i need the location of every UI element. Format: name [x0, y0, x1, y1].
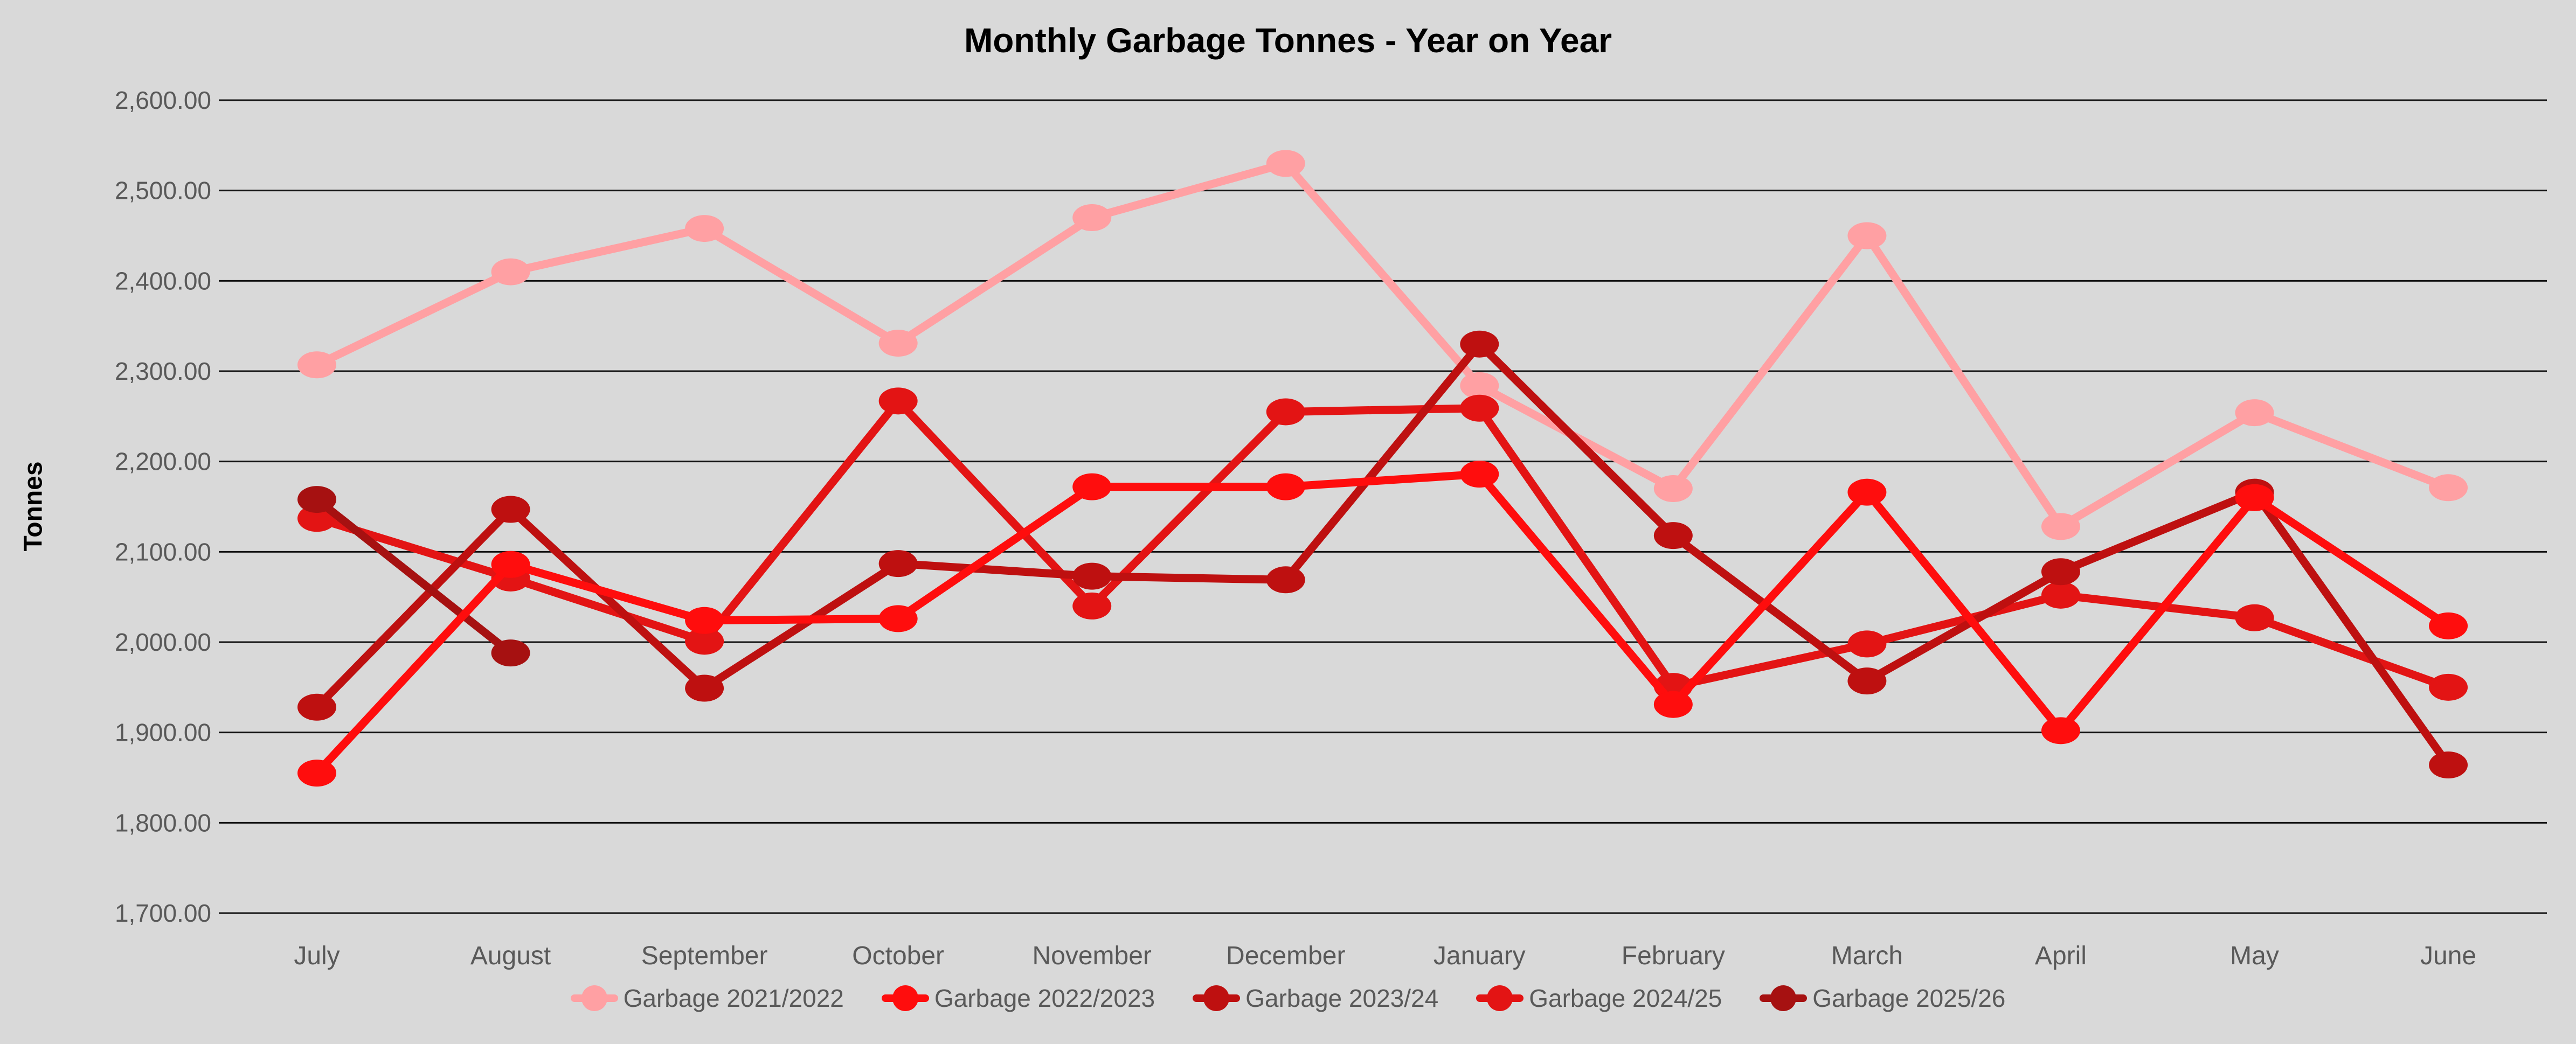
legend: Garbage 2021/2022 Garbage 2022/2023 Garbag…	[0, 984, 2576, 1013]
data-point-marker-garbage-2025-26	[297, 486, 336, 513]
legend-marker-icon	[1476, 985, 1524, 1011]
x-tick-label: July	[294, 942, 340, 970]
x-tick-label: March	[1831, 942, 1903, 970]
data-point-marker-garbage-2024-25	[1847, 630, 1887, 658]
data-point-marker-garbage-2024-25	[2235, 604, 2274, 631]
data-point-marker-garbage-2021-2022	[2235, 399, 2274, 427]
legend-item-garbage-2024-25: Garbage 2024/25	[1476, 984, 1722, 1013]
data-point-marker-garbage-2022-2023	[1460, 461, 1499, 488]
data-point-marker-garbage-2022-2023	[1072, 473, 1112, 500]
legend-label: Garbage 2021/2022	[623, 984, 844, 1012]
x-tick-label: December	[1226, 942, 1345, 970]
data-point-marker-garbage-2025-26	[491, 639, 530, 667]
data-point-marker-garbage-2022-2023	[685, 607, 724, 634]
data-point-marker-garbage-2023-24	[491, 496, 530, 523]
x-tick-label: February	[1622, 942, 1725, 970]
data-point-marker-garbage-2024-25	[878, 387, 918, 415]
data-point-marker-garbage-2021-2022	[1266, 150, 1305, 177]
data-point-marker-garbage-2023-24	[1653, 522, 1693, 549]
legend-label: Garbage 2023/24	[1245, 984, 1439, 1012]
legend-dot-icon	[1770, 985, 1797, 1011]
y-tick-label: 2,200.00	[115, 448, 211, 476]
data-point-marker-garbage-2024-25	[685, 628, 724, 655]
y-tick-label: 2,100.00	[115, 538, 211, 566]
data-point-marker-garbage-2024-25	[2041, 581, 2080, 609]
legend-marker-icon	[881, 985, 929, 1011]
data-point-marker-garbage-2024-25	[2429, 673, 2468, 701]
legend-dot-icon	[1203, 985, 1230, 1011]
legend-item-garbage-2021-2022: Garbage 2021/2022	[570, 984, 844, 1013]
data-point-marker-garbage-2022-2023	[2041, 717, 2080, 744]
legend-label: Garbage 2024/25	[1529, 984, 1722, 1012]
data-point-marker-garbage-2021-2022	[2429, 474, 2468, 502]
legend-item-garbage-2023-24: Garbage 2023/24	[1193, 984, 1438, 1013]
data-point-marker-garbage-2021-2022	[1072, 204, 1112, 231]
data-point-marker-garbage-2021-2022	[2041, 513, 2080, 540]
series-line-garbage-2025-26	[313, 495, 515, 657]
data-point-marker-garbage-2024-25	[1266, 398, 1305, 426]
series-line-garbage-2024-25	[313, 396, 2453, 692]
x-tick-label: May	[2230, 942, 2279, 970]
data-point-marker-garbage-2023-24	[2429, 751, 2468, 779]
x-tick-label: June	[2420, 942, 2476, 970]
data-point-marker-garbage-2023-24	[1847, 667, 1887, 695]
legend-item-garbage-2022-2023: Garbage 2022/2023	[881, 984, 1155, 1013]
data-point-marker-garbage-2021-2022	[878, 330, 918, 357]
y-tick-label: 1,900.00	[115, 719, 211, 747]
data-point-marker-garbage-2023-24	[878, 550, 918, 577]
legend-dot-icon	[581, 985, 607, 1011]
data-point-marker-garbage-2023-24	[1072, 562, 1112, 590]
data-point-marker-garbage-2024-25	[1072, 592, 1112, 620]
data-point-marker-garbage-2024-25	[1460, 394, 1499, 422]
data-point-marker-garbage-2022-2023	[1847, 478, 1887, 506]
data-point-marker-garbage-2022-2023	[297, 760, 336, 787]
legend-marker-icon	[1760, 985, 1808, 1011]
x-tick-label: November	[1032, 942, 1151, 970]
data-point-marker-garbage-2021-2022	[685, 215, 724, 242]
data-point-marker-garbage-2023-24	[1266, 566, 1305, 594]
data-point-marker-garbage-2022-2023	[2429, 612, 2468, 639]
legend-label: Garbage 2022/2023	[934, 984, 1155, 1012]
legend-marker-icon	[570, 985, 618, 1011]
y-tick-label: 2,300.00	[115, 357, 211, 385]
legend-dot-icon	[1487, 985, 1513, 1011]
data-point-marker-garbage-2021-2022	[297, 351, 336, 379]
y-tick-label: 2,600.00	[115, 86, 211, 114]
y-tick-label: 2,400.00	[115, 267, 211, 295]
data-point-marker-garbage-2023-24	[297, 693, 336, 721]
y-tick-label: 1,700.00	[115, 899, 211, 927]
x-tick-label: October	[852, 942, 944, 970]
series-line-garbage-2022-2023	[313, 470, 2453, 777]
data-point-marker-garbage-2021-2022	[1653, 475, 1693, 502]
data-point-marker-garbage-2023-24	[1460, 330, 1499, 358]
chart-title: Monthly Garbage Tonnes - Year on Year	[964, 21, 1612, 60]
series-line-garbage-2021-2022	[313, 159, 2453, 531]
data-point-marker-garbage-2022-2023	[491, 551, 530, 578]
data-point-marker-garbage-2021-2022	[1460, 372, 1499, 399]
legend-marker-icon	[1193, 985, 1241, 1011]
data-point-marker-garbage-2023-24	[685, 674, 724, 702]
x-tick-label: January	[1434, 942, 1526, 970]
x-tick-label: April	[2035, 942, 2087, 970]
data-point-marker-garbage-2023-24	[2041, 558, 2080, 586]
legend-item-garbage-2025-26: Garbage 2025/26	[1760, 984, 2005, 1013]
legend-label: Garbage 2025/26	[1812, 984, 2006, 1012]
data-point-marker-garbage-2022-2023	[878, 605, 918, 632]
y-tick-label: 2,500.00	[115, 177, 211, 205]
y-tick-label: 2,000.00	[115, 628, 211, 656]
data-point-marker-garbage-2021-2022	[1847, 222, 1887, 249]
data-point-marker-garbage-2021-2022	[491, 258, 530, 286]
series-line-garbage-2023-24	[313, 340, 2453, 769]
x-tick-label: August	[470, 942, 551, 970]
y-tick-label: 1,800.00	[115, 809, 211, 837]
x-tick-label: September	[641, 942, 768, 970]
data-point-marker-garbage-2022-2023	[1266, 473, 1305, 500]
data-point-marker-garbage-2022-2023	[2235, 484, 2274, 511]
legend-dot-icon	[892, 985, 918, 1011]
data-point-marker-garbage-2022-2023	[1653, 691, 1693, 718]
